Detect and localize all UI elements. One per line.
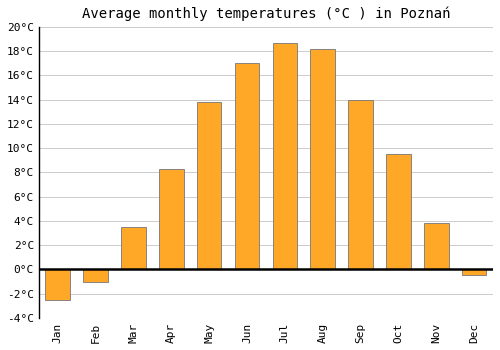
Bar — [348, 99, 373, 270]
Bar — [121, 227, 146, 270]
Bar — [386, 154, 410, 270]
Bar — [310, 49, 335, 270]
Bar — [84, 270, 108, 281]
Bar — [197, 102, 222, 270]
Bar — [234, 63, 260, 270]
Bar — [272, 43, 297, 270]
Bar — [462, 270, 486, 275]
Title: Average monthly temperatures (°C ) in Poznań: Average monthly temperatures (°C ) in Po… — [82, 7, 450, 21]
Bar — [424, 223, 448, 270]
Bar — [46, 270, 70, 300]
Bar — [159, 169, 184, 270]
